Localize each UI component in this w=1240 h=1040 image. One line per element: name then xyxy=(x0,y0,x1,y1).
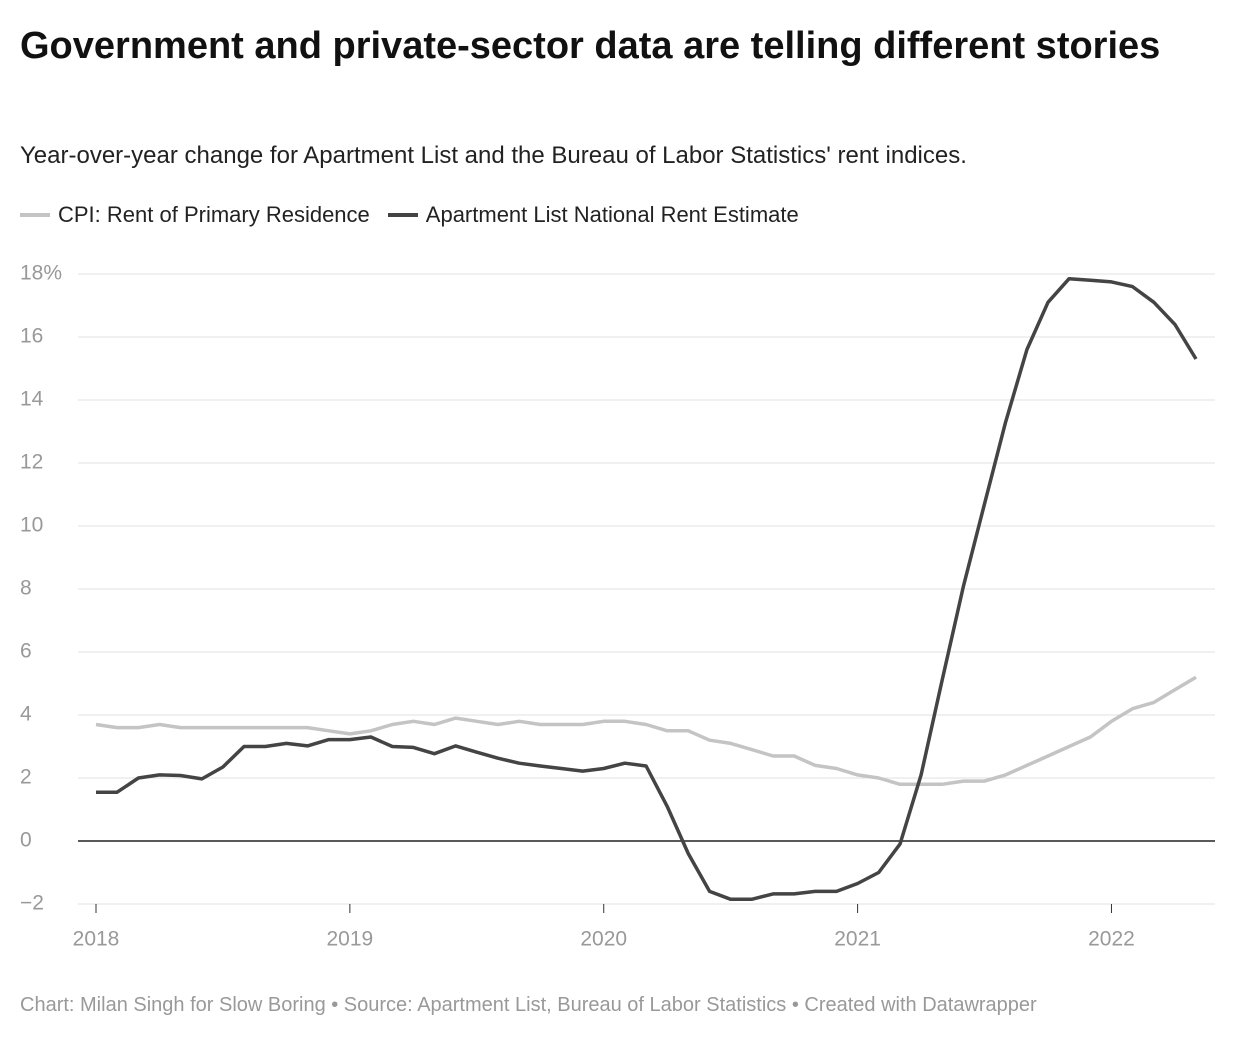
y-tick-label: 0 xyxy=(20,829,32,852)
y-tick-label: 16 xyxy=(20,325,43,348)
y-tick-label: 18% xyxy=(20,262,62,285)
legend-item: CPI: Rent of Primary Residence xyxy=(20,202,370,228)
series-line xyxy=(95,675,1197,787)
x-tick-label: 2021 xyxy=(834,928,881,951)
series-line xyxy=(96,276,1198,902)
legend: CPI: Rent of Primary Residence Apartment … xyxy=(20,202,799,228)
y-tick-label: −2 xyxy=(20,892,44,915)
chart: −2 0 2 4 6 8 10 12 14 16 18% 2018 2019 2020 2021 2022 xyxy=(20,262,1215,951)
footer: Chart: Milan Singh for Slow Boring • Sou… xyxy=(20,994,1037,1016)
legend-swatch xyxy=(387,213,418,217)
chart-title: Government and private-sector data are t… xyxy=(20,25,1161,67)
legend-label: Apartment List National Rent Estimate xyxy=(425,202,799,227)
x-tick-label: 2020 xyxy=(580,928,627,951)
y-tick-label: 12 xyxy=(20,451,43,474)
x-tick-label: 2019 xyxy=(327,928,374,951)
legend-swatch xyxy=(20,213,50,217)
legend-item: Apartment List National Rent Estimate xyxy=(387,202,799,228)
y-tick-label: 8 xyxy=(20,577,32,600)
x-tick-label: 2018 xyxy=(73,928,120,951)
y-tick-label: 10 xyxy=(20,514,43,537)
y-tick-label: 6 xyxy=(20,640,32,663)
y-tick-label: 2 xyxy=(20,766,32,789)
y-tick-label: 4 xyxy=(20,703,32,726)
legend-label: CPI: Rent of Primary Residence xyxy=(58,202,370,227)
x-tick-label: 2022 xyxy=(1088,928,1135,951)
y-tick-label: 14 xyxy=(20,388,44,411)
chart-subtitle: Year-over-year change for Apartment List… xyxy=(20,142,967,169)
